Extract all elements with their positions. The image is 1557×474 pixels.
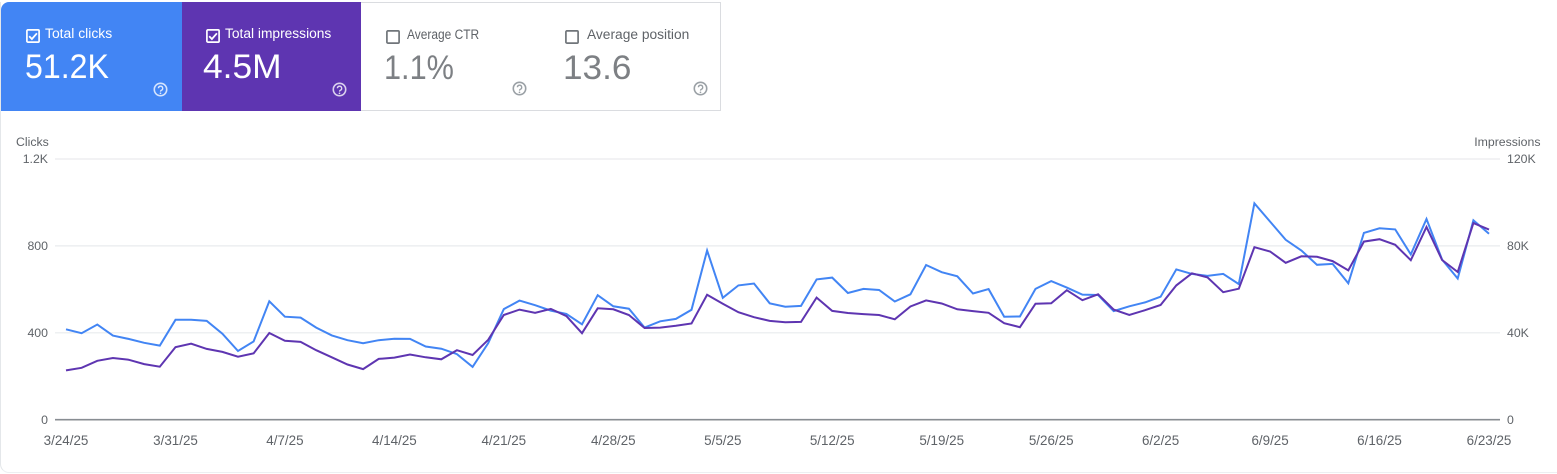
svg-text:120K: 120K: [1507, 152, 1537, 166]
svg-text:6/2/25: 6/2/25: [1142, 433, 1179, 448]
svg-text:Clicks: Clicks: [16, 135, 49, 149]
svg-text:0: 0: [41, 413, 48, 427]
svg-text:40K: 40K: [1507, 326, 1530, 340]
svg-text:4/7/25: 4/7/25: [266, 433, 303, 448]
svg-text:5/19/25: 5/19/25: [919, 433, 964, 448]
svg-text:0: 0: [1507, 413, 1514, 427]
svg-text:5/12/25: 5/12/25: [810, 433, 855, 448]
svg-text:6/23/25: 6/23/25: [1467, 433, 1512, 448]
svg-text:4/28/25: 4/28/25: [591, 433, 636, 448]
svg-text:5/5/25: 5/5/25: [704, 433, 741, 448]
svg-text:1.2K: 1.2K: [23, 152, 49, 166]
svg-text:400: 400: [27, 326, 48, 340]
svg-text:6/16/25: 6/16/25: [1357, 433, 1402, 448]
svg-text:Impressions: Impressions: [1474, 135, 1540, 149]
svg-text:3/31/25: 3/31/25: [153, 433, 198, 448]
svg-text:3/24/25: 3/24/25: [44, 433, 89, 448]
svg-text:800: 800: [27, 239, 48, 253]
svg-text:4/14/25: 4/14/25: [372, 433, 417, 448]
svg-text:80K: 80K: [1507, 239, 1530, 253]
svg-text:5/26/25: 5/26/25: [1029, 433, 1074, 448]
svg-text:6/9/25: 6/9/25: [1251, 433, 1288, 448]
svg-text:4/21/25: 4/21/25: [481, 433, 526, 448]
